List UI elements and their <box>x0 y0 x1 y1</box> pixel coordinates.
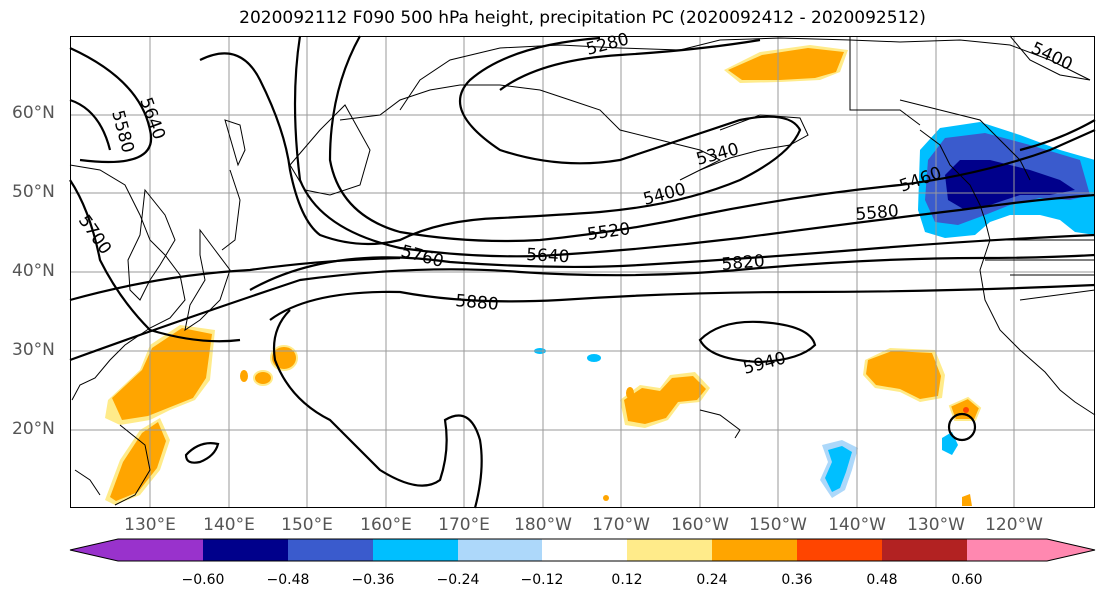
map-frame <box>70 36 1095 508</box>
lon-label: 120°W <box>985 515 1043 535</box>
colorbar-tick-label: 0.12 <box>611 572 643 588</box>
colorbar-high-extension <box>1047 539 1095 561</box>
colorbar-low-extension <box>70 539 118 561</box>
lat-label-20n: 20°N <box>12 419 55 439</box>
contour-label: 5880 <box>455 291 500 315</box>
colorbar-tick-label: −0.48 <box>266 572 310 588</box>
lat-label-60n: 60°N <box>12 103 55 123</box>
contour-label: 5820 <box>721 251 766 275</box>
lon-label: 140°E <box>203 515 255 535</box>
coastlines <box>69 35 1096 506</box>
lon-label: 130°W <box>907 515 965 535</box>
contour-label: 5340 <box>694 139 741 170</box>
contour-label: 5580 <box>855 201 900 225</box>
contour-label: 5700 <box>74 211 115 258</box>
precip-shading <box>105 45 982 506</box>
lon-label: 150°E <box>281 515 333 535</box>
colorbar-tick-label: 0.48 <box>866 572 898 588</box>
contour-label: 5520 <box>586 219 632 245</box>
contour-label: 5640 <box>135 95 169 142</box>
contour-label: 5400 <box>1028 38 1076 74</box>
lon-label: 150°W <box>749 515 807 535</box>
lon-label: 170°W <box>592 515 650 535</box>
contour-label: 5400 <box>641 179 688 210</box>
colorbar <box>69 538 1096 562</box>
colorbar-tick-label: 0.36 <box>781 572 813 588</box>
contour-label: 5940 <box>741 348 788 379</box>
map-title: 2020092112 F090 500 hPa height, precipit… <box>239 8 926 28</box>
lon-label: 180°W <box>514 515 572 535</box>
lon-label: 140°W <box>828 515 886 535</box>
lat-label-30n: 30°N <box>12 340 55 360</box>
colorbar-tick-label: −0.60 <box>181 572 225 588</box>
neg-precip-shading <box>534 122 1095 498</box>
colorbar-tick-label: −0.12 <box>520 572 564 588</box>
lon-label: 130°E <box>124 515 176 535</box>
lon-label: 160°E <box>360 515 412 535</box>
colorbar-tick-label: −0.36 <box>351 572 395 588</box>
colorbar-tick-label: 0.24 <box>696 572 728 588</box>
lat-label-40n: 40°N <box>12 261 55 281</box>
contour-label: 5760 <box>399 242 446 273</box>
colorbar-tick-label: 0.60 <box>951 572 983 588</box>
lat-label-50n: 50°N <box>12 182 55 202</box>
colorbar-tick-label: −0.24 <box>436 572 480 588</box>
height-contours <box>69 35 1096 509</box>
contour-label: 5640 <box>526 245 570 267</box>
lon-label: 160°W <box>671 515 729 535</box>
lon-label: 170°E <box>438 515 490 535</box>
